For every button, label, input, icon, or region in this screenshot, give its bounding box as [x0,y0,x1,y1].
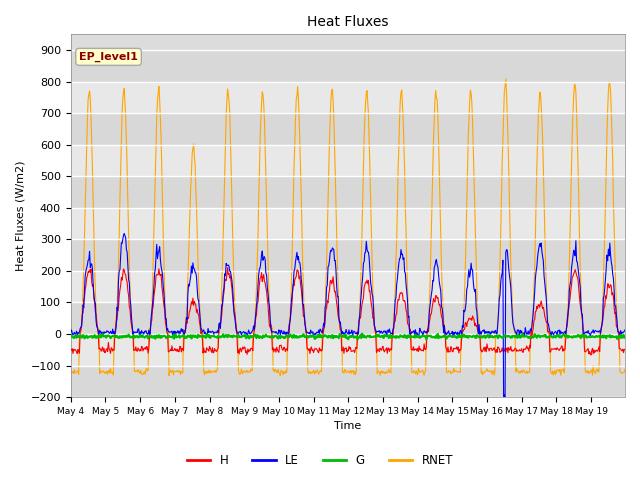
Bar [71,366,625,397]
Bar [71,334,625,366]
Bar [71,176,625,208]
Title: Heat Fluxes: Heat Fluxes [307,15,388,29]
Bar [71,82,625,113]
Bar [71,302,625,334]
Text: EP_level1: EP_level1 [79,52,138,62]
Bar [71,50,625,82]
Bar [71,271,625,302]
Bar [71,145,625,176]
Bar [71,113,625,145]
Bar [71,208,625,240]
X-axis label: Time: Time [334,421,362,432]
Y-axis label: Heat Fluxes (W/m2): Heat Fluxes (W/m2) [15,160,25,271]
Bar [71,240,625,271]
Legend: H, LE, G, RNET: H, LE, G, RNET [182,449,458,472]
